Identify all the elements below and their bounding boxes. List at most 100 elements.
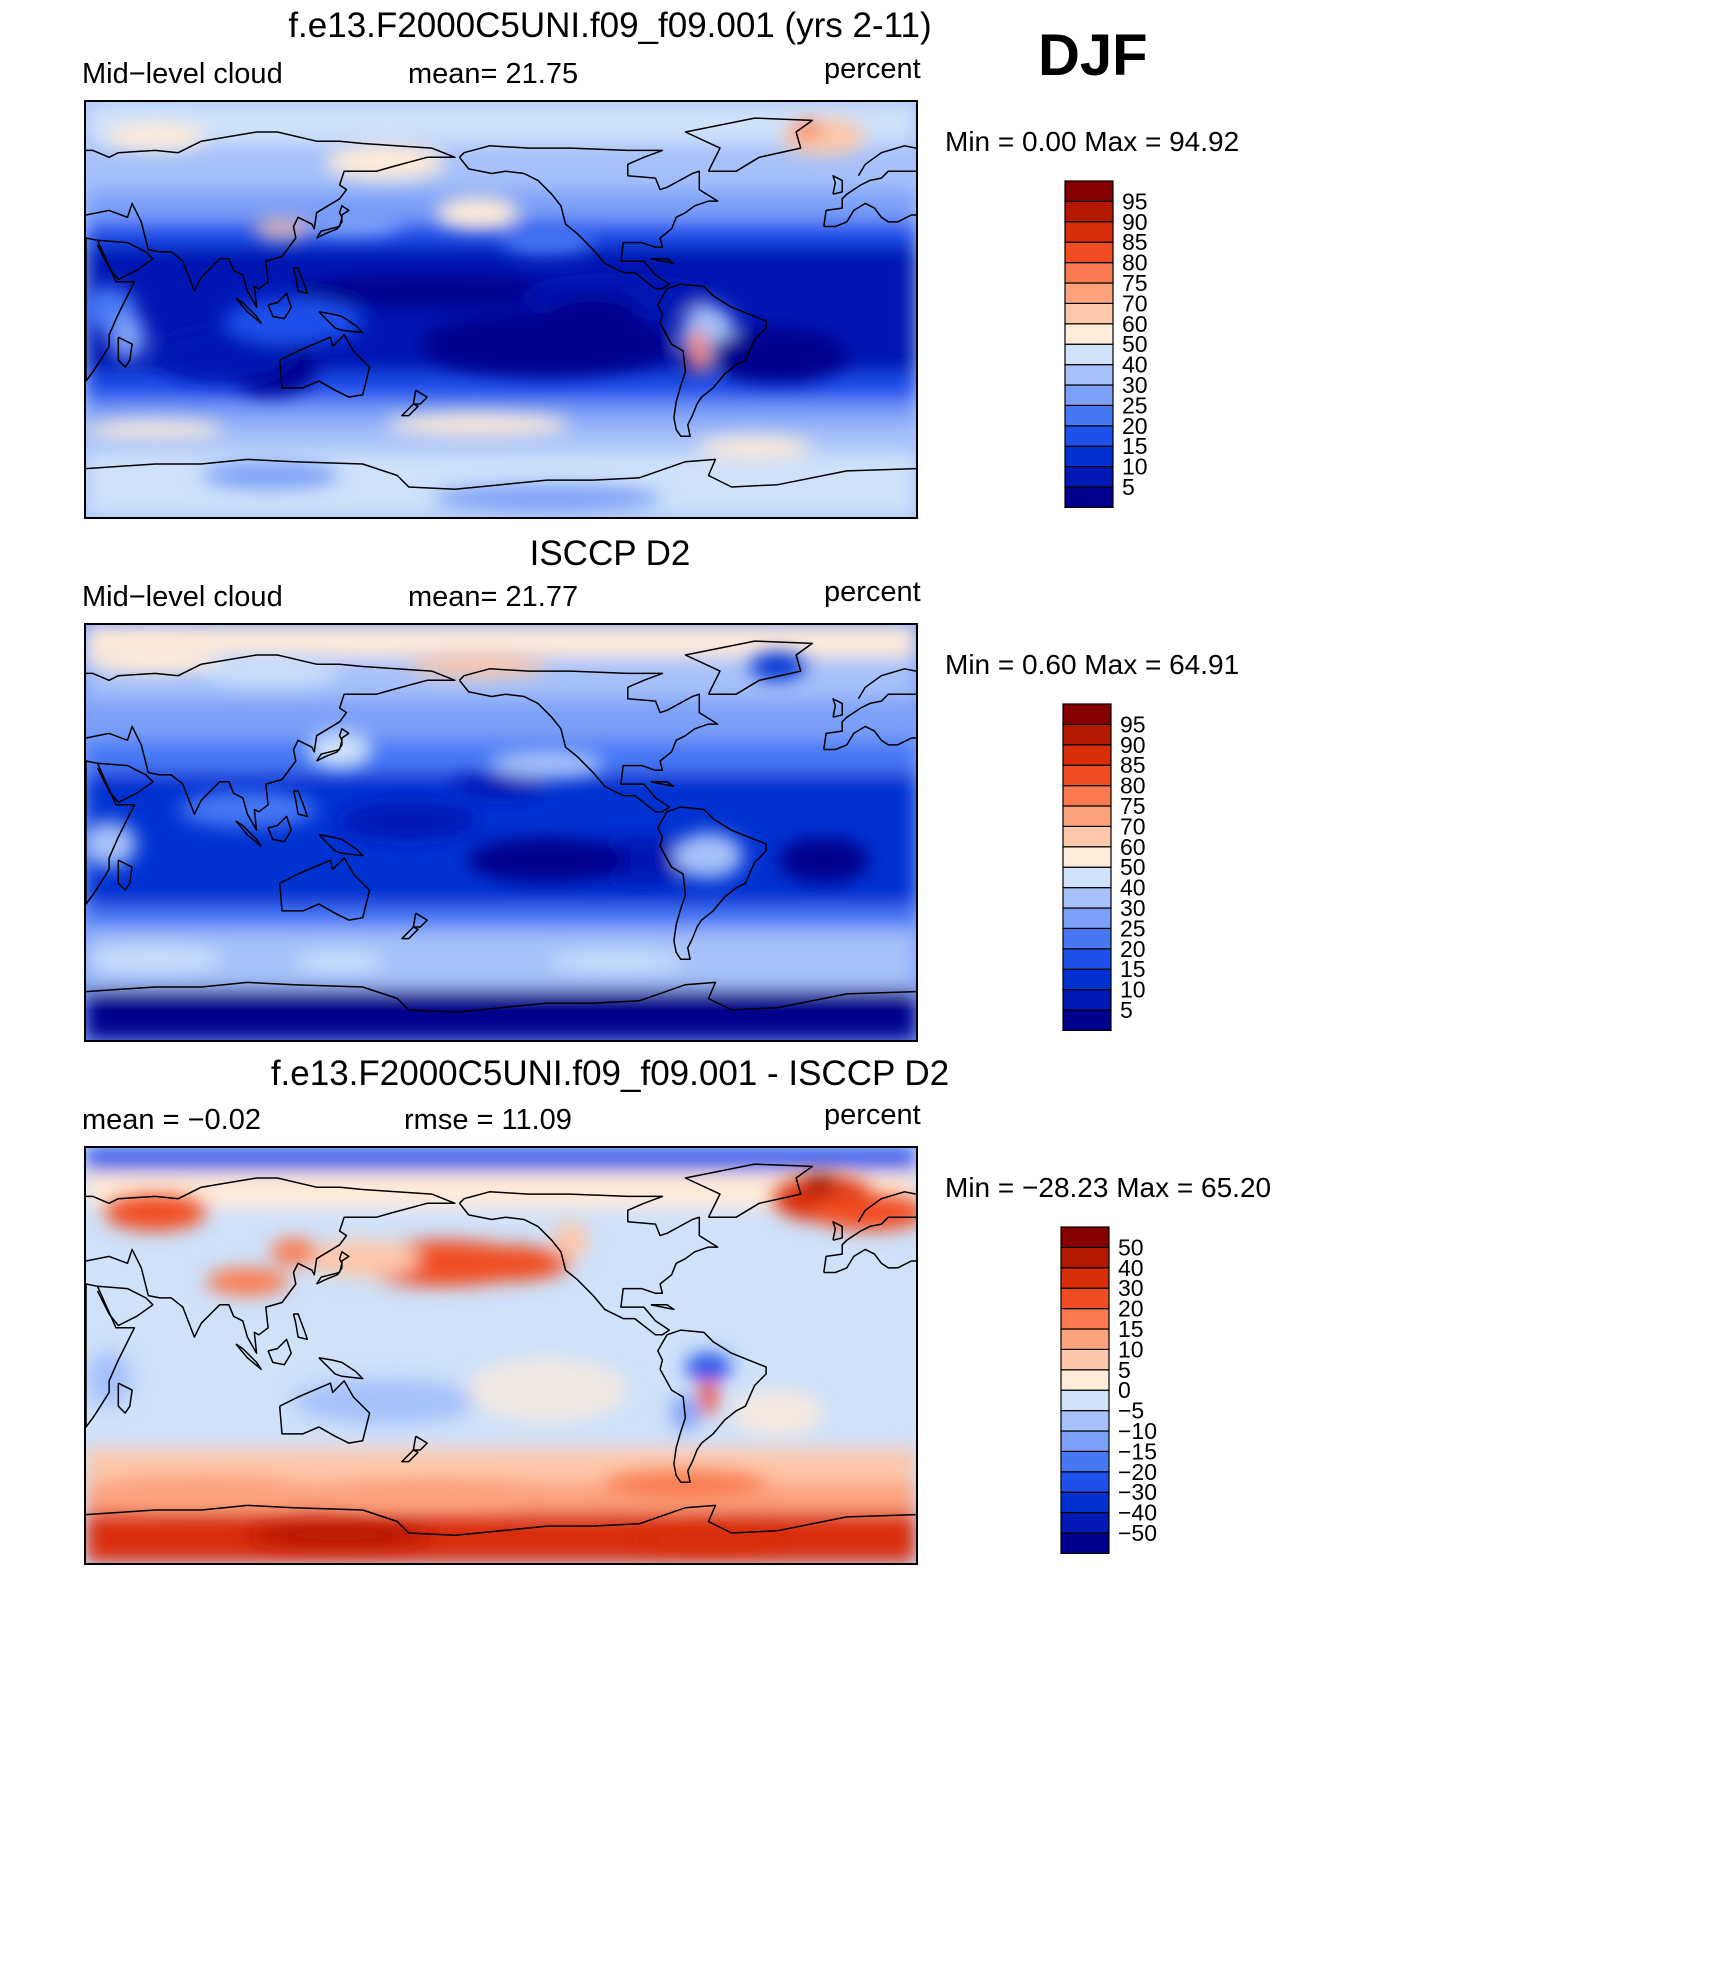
cloud-field-blob [86,420,225,439]
cloud-field-blob [420,311,674,377]
colorbar-swatch [1060,1389,1110,1412]
cloud-field-blob [708,327,847,384]
coastline [684,117,814,172]
colorbar-tick-label: 15 [1120,956,1146,982]
colorbar-tick-label: 20 [1120,936,1146,962]
coastline [86,458,916,491]
coastline [235,1343,262,1371]
coastline [823,693,916,750]
colorbar-swatch [1062,784,1112,807]
cloud-field-blob [205,1267,289,1296]
colorbar-tick-label: 15 [1122,433,1148,459]
colorbar-swatch [1064,364,1114,386]
coastline [86,131,456,308]
colorbar-swatch [1060,1430,1110,1452]
cloud-field-blob [86,820,137,868]
coastline [401,403,419,417]
coastline [458,668,719,813]
coastline [650,781,675,788]
colorbar-swatch [1060,1246,1110,1269]
coastline [823,725,916,751]
panel2-title: ISCCP D2 [529,534,691,573]
panel3-mean: mean = −0.02 [82,1104,261,1136]
coastline [235,297,262,325]
coastline [117,1382,133,1414]
colorbar-tick-label: 85 [1122,229,1148,255]
colorbar-tick-label: 30 [1118,1275,1144,1301]
coastline [267,815,292,843]
colorbar-tick-label: −20 [1118,1459,1157,1485]
latitude-band [86,1447,916,1483]
panel3-rmse: rmse = 11.09 [404,1104,572,1136]
coastline [235,820,262,848]
cloud-field-blob [339,802,478,840]
coastline [458,1191,719,1336]
cloud-field-blob [431,484,663,513]
coastline [458,145,719,290]
cloud-field-blob [551,1221,589,1259]
colorbar-tick-label: 30 [1122,372,1148,398]
latitude-band [86,952,916,990]
panel1-title: f.e13.F2000C5UNI.f09_f09.001 (yrs 2-11) [288,6,932,45]
colorbar-swatch [1060,1307,1110,1330]
colorbar-tick-label: 5 [1118,1357,1131,1383]
latitude-band [86,1512,916,1563]
panel3-title: f.e13.F2000C5UNI.f09_f09.001 - ISCCP D2 [270,1054,950,1093]
latitude-band [86,102,916,144]
cloud-field-blob [777,837,870,884]
colorbar-tick-label: 50 [1118,1234,1144,1260]
cloud-field-blob [793,120,822,139]
colorbar-tick-label: 40 [1118,1255,1144,1281]
panel2-units: percent [824,576,921,608]
colorbar-swatch [1062,968,1112,991]
coastline [117,859,133,891]
latitude-band [86,929,916,953]
coastline [318,311,364,334]
coastline [117,336,133,368]
colorbar-tick-label: 0 [1118,1377,1131,1403]
colorbar-tick-label: −10 [1118,1418,1157,1444]
colorbar-tick-label: 75 [1122,270,1148,296]
coastline [650,1304,675,1311]
colorbar-tick-label: −5 [1118,1398,1144,1424]
colorbar-tick-label: 25 [1122,392,1148,418]
coastline [292,790,309,818]
coastline [823,202,916,228]
colorbar-swatch [1064,445,1114,468]
colorbar-swatch [1062,907,1112,929]
colorbar-swatch [1062,703,1112,725]
coastline [315,728,350,762]
season-label: DJF [1038,23,1148,88]
cloud-field-blob [547,952,686,971]
colorbar-swatch [1060,1532,1110,1554]
coastline [278,1380,371,1444]
colorbar-swatch [1062,846,1112,868]
colorbar-tick-label: 50 [1122,331,1148,357]
coastline [315,205,350,239]
coastline [857,145,916,177]
colorbar-tick-label: 20 [1118,1296,1144,1322]
cloud-field-blob [305,1240,421,1278]
cloud-field-blob [270,1237,317,1266]
coastline [657,806,767,961]
coastline [292,267,309,295]
panel3-map [84,1146,918,1565]
colorbar-swatch [1060,1512,1110,1534]
colorbar-swatch [1062,744,1112,766]
colorbar-swatch [1064,180,1114,202]
coastline [86,654,456,831]
colorbar-swatch [1064,466,1114,488]
coastline [412,912,428,928]
latitude-band [86,625,916,658]
cloud-field-blob [293,1378,478,1425]
coastline [657,1329,767,1484]
coastline [278,334,371,398]
colorbar-swatch [1060,1491,1110,1514]
cloud-field-blob [247,1523,432,1547]
coastline [684,640,814,695]
coastline [267,292,292,320]
coastline [96,762,154,804]
colorbar-swatch [1064,486,1114,508]
colorbar-tick-label: 60 [1120,834,1146,860]
